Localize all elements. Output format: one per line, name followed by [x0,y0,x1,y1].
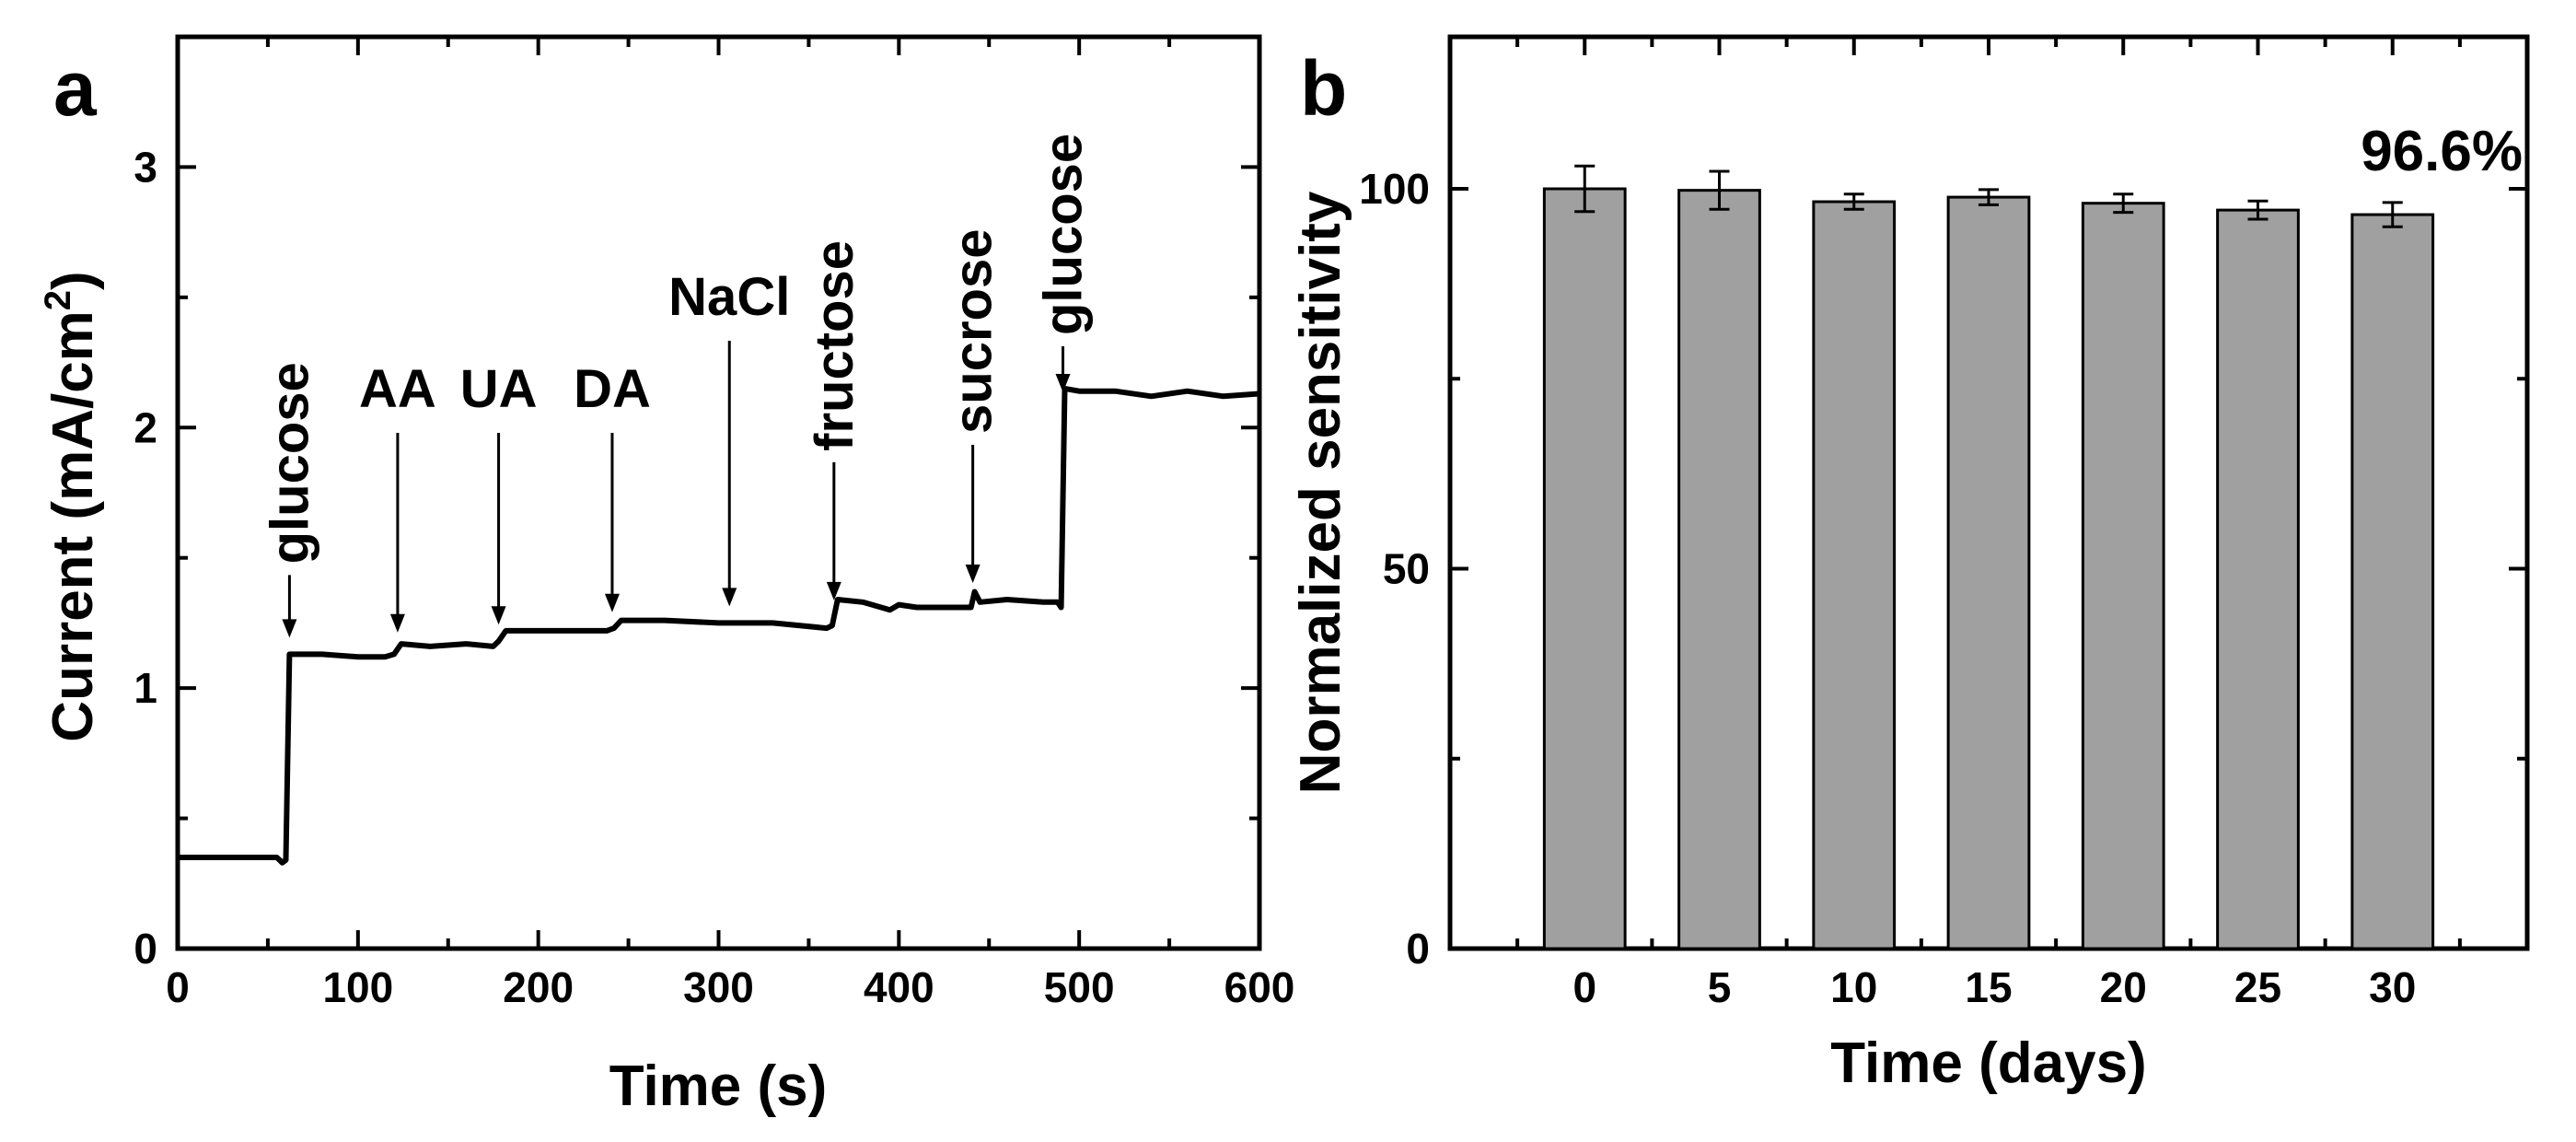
panel-a-letter: a [53,45,98,132]
panel-b-bar [1812,200,1897,950]
panel-b-y-tick-label: 100 [1359,165,1430,213]
panel-b-y-tick-label: 50 [1383,545,1430,593]
panel-b-x-axis-title: Time (days) [1830,1031,2146,1095]
panel-b-x-tick-labels: 0 5 10 15 20 25 30 [1572,963,2416,1011]
panel-a-x-tick-label: 400 [864,963,934,1011]
panel-a-annotation-label: UA [460,359,538,419]
panel-b-y-axis-title: Normalized sensitivity [1289,191,1352,794]
panel-b-x-tick-label: 10 [1830,963,1877,1011]
panel-a-annotation-label: fructose [805,240,864,451]
panel-a-x-axis-title: Time (s) [609,1055,828,1118]
panel-a-annotations: glucose AA UA DA NaCl fructose sucrose glucose [260,134,1094,638]
panel-b-error-bars [1574,164,2403,228]
panel-b-bars [1542,187,2435,950]
panel-b-bar [2350,213,2435,950]
panel-a-x-tick-labels: 0 100 200 300 400 500 600 [166,963,1294,1011]
panel-b-bar [2216,208,2300,950]
panel-a-annotation-label: DA [574,359,651,419]
panel-b-bar [1946,195,2031,950]
panel-a-y-axis-title-main: Current (mA/cm [41,310,105,742]
panel-a-ticks [176,35,1261,950]
panel-a-line-chart: a 0 100 200 300 400 500 600 0 1 2 3 glucose AA UA DA… [38,34,1294,1118]
panel-b-x-tick-label: 20 [2100,963,2147,1011]
panel-a-y-tick-label: 0 [133,925,157,973]
panel-a-y-tick-label: 3 [133,143,157,191]
panel-a-annotation-arrow-head [826,581,841,600]
panel-a-annotation-label: glucose [1034,134,1094,335]
panel-a-y-axis-title: Current (mA/cm2) [38,271,105,741]
panel-a-y-axis-title-superscript: 2 [38,290,78,310]
panel-a-annotation-arrow-head [722,588,737,607]
panel-a-annotation-label: AA [359,359,436,419]
panel-b-letter: b [1300,45,1347,132]
panel-a-annotation-arrow-head [965,564,981,583]
panel-b-x-tick-label: 30 [2369,963,2416,1011]
panel-b-x-tick-label: 25 [2234,963,2281,1011]
panel-b-retention-annotation: 96.6% [2361,120,2523,183]
panel-a-y-axis-title-close: ) [41,271,105,290]
panel-a-annotation-label: glucose [260,362,319,564]
panel-a-current-trace [178,385,1260,866]
panel-b-x-tick-label: 0 [1572,963,1596,1011]
panel-a-y-tick-labels: 0 1 2 3 [133,143,157,973]
panel-a-x-tick-label: 500 [1044,963,1115,1011]
panel-a-annotation-label: NaCl [668,267,790,327]
panel-a-annotation-arrow-head [604,593,620,612]
panel-a-annotation-arrow-head [389,613,405,633]
panel-b-bar [2081,202,2165,950]
panel-a-x-tick-label: 0 [166,963,190,1011]
panel-a-y-tick-label: 1 [133,664,157,712]
panel-b-bar [1542,187,1627,950]
panel-a-x-tick-label: 200 [503,963,574,1011]
panel-b-x-tick-label: 5 [1708,963,1732,1011]
panel-a-y-tick-label: 2 [133,403,157,451]
panel-a-annotation-arrow-head [491,606,506,625]
panel-a-annotation-arrow-head [1055,374,1071,392]
panel-a-x-tick-label: 600 [1224,963,1295,1011]
panel-b-y-tick-label: 0 [1406,925,1430,973]
panel-b-bar [1677,189,1761,950]
panel-b-y-tick-labels: 0 50 100 [1359,165,1430,973]
panel-a-x-tick-label: 300 [683,963,754,1011]
panel-a-x-tick-label: 100 [322,963,393,1011]
panel-a-annotation-arrow-head [282,619,297,638]
panel-a-annotation-label: sucrose [944,229,1004,434]
panel-b-x-tick-label: 15 [1965,963,2012,1011]
panel-a-plot-frame [175,34,1262,951]
